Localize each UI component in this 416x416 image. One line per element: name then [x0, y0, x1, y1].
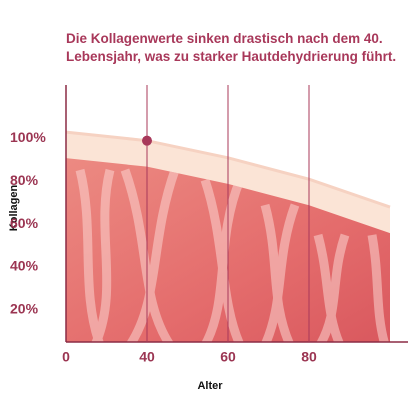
- x-tick-label: 80: [301, 349, 317, 365]
- x-tick-label: 40: [139, 349, 155, 365]
- y-tick-label: 60%: [10, 215, 39, 231]
- highlight-marker: [142, 135, 152, 146]
- y-tick-label: 40%: [10, 258, 39, 274]
- fibers: [75, 168, 390, 342]
- x-tick-label: 60: [220, 349, 236, 365]
- chart-title: Die Kollagenwerte sinken drastisch nach …: [66, 31, 397, 64]
- y-axis-label: Kollagen: [8, 184, 20, 231]
- x-axis-label: Alter: [197, 380, 223, 392]
- y-tick-label: 100%: [10, 129, 46, 145]
- x-tick-label: 0: [62, 349, 70, 365]
- y-tick-label: 80%: [10, 172, 39, 188]
- y-tick-label: 20%: [10, 301, 39, 317]
